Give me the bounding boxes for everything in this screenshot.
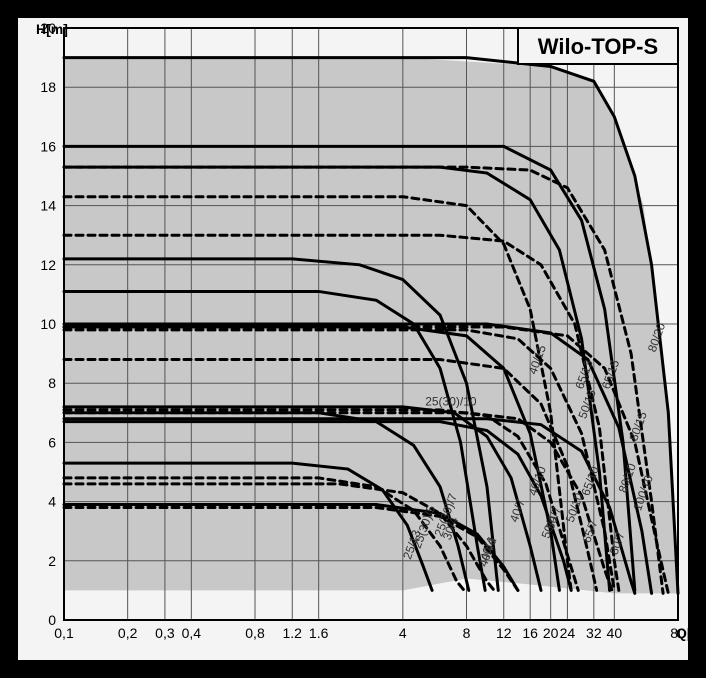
x-tick-label: 0,3 xyxy=(155,625,175,641)
x-tick-label: 4 xyxy=(399,625,407,641)
y-tick-label: 8 xyxy=(48,375,56,391)
y-tick-label: 10 xyxy=(40,316,56,332)
y-tick-label: 6 xyxy=(48,434,56,450)
x-tick-label: 8 xyxy=(463,625,471,641)
x-tick-label: 24 xyxy=(560,625,576,641)
x-tick-label: 40 xyxy=(607,625,623,641)
chart-title: Wilo-TOP-S xyxy=(538,34,658,59)
chart-frame: 80/2065/1580/1550/1540/1565/1325(30)/108… xyxy=(0,0,706,678)
x-tick-label: 32 xyxy=(586,625,602,641)
x-tick-label: 0,8 xyxy=(245,625,265,641)
y-tick-label: 18 xyxy=(40,79,56,95)
y-tick-label: 12 xyxy=(40,257,56,273)
x-tick-label: 16 xyxy=(522,625,538,641)
x-axis-label: Q[m³/h] xyxy=(676,625,688,641)
x-tick-label: 1.2 xyxy=(283,625,303,641)
y-tick-label: 0 xyxy=(48,612,56,628)
pump-curve-chart: 80/2065/1580/1550/1540/1565/1325(30)/108… xyxy=(18,18,688,660)
x-tick-label: 0,1 xyxy=(54,625,74,641)
y-axis-label: H[m] xyxy=(36,21,68,37)
y-tick-label: 14 xyxy=(40,198,56,214)
x-tick-label: 0,2 xyxy=(118,625,138,641)
x-tick-label: 12 xyxy=(496,625,512,641)
y-tick-label: 4 xyxy=(48,494,56,510)
x-tick-label: 0,4 xyxy=(182,625,202,641)
x-tick-label: 20 xyxy=(543,625,559,641)
curve-label: 25(30)/10 xyxy=(425,394,477,408)
y-tick-label: 2 xyxy=(48,553,56,569)
chart-container: 80/2065/1580/1550/1540/1565/1325(30)/108… xyxy=(14,14,692,664)
y-tick-label: 16 xyxy=(40,138,56,154)
x-tick-label: 1.6 xyxy=(309,625,329,641)
